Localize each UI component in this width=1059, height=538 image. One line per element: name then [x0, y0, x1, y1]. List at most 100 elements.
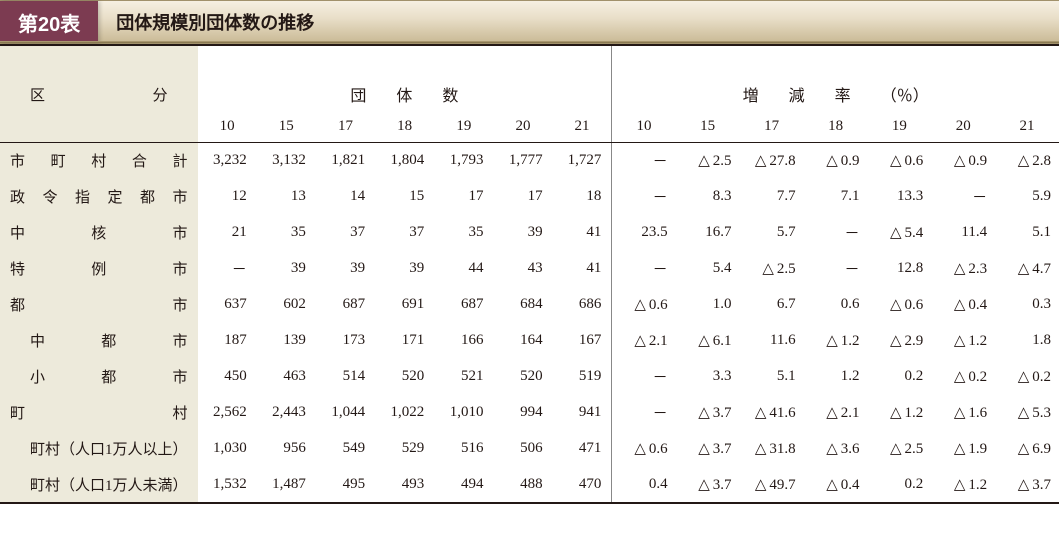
rate-cell: △27.8: [739, 143, 803, 179]
header-year: 19: [867, 110, 931, 143]
count-cell: 21: [198, 215, 257, 251]
count-cell: 520: [375, 359, 434, 395]
count-cell: 471: [553, 431, 612, 467]
header-years-row: 1015171819202110151718192021: [0, 110, 1059, 143]
rate-cell: －: [612, 179, 676, 215]
table-row: 中核市2135373735394123.516.75.7－△5.411.45.1: [0, 215, 1059, 251]
row-label: 町村: [0, 395, 198, 431]
table-row: 町村2,5622,4431,0441,0221,010994941－△3.7△4…: [0, 395, 1059, 431]
count-cell: 164: [493, 323, 552, 359]
header-year: 10: [612, 110, 676, 143]
rate-cell: △31.8: [739, 431, 803, 467]
data-table: 区 分 団体数 増減率（％） 1015171819202110151718192…: [0, 44, 1059, 504]
rate-cell: 0.2: [867, 359, 931, 395]
rate-cell: △0.4: [931, 287, 995, 323]
count-cell: 519: [553, 359, 612, 395]
rate-cell: 1.0: [676, 287, 740, 323]
rate-cell: －: [612, 359, 676, 395]
rate-cell: △2.8: [995, 143, 1059, 179]
count-cell: 39: [316, 251, 375, 287]
table-row: 町村（人口1万人未満）1,5321,4874954934944884700.4△…: [0, 467, 1059, 503]
rate-cell: △1.9: [931, 431, 995, 467]
row-label: 政令指定都市: [0, 179, 198, 215]
rate-cell: 7.7: [739, 179, 803, 215]
table-head: 区 分 団体数 増減率（％） 1015171819202110151718192…: [0, 45, 1059, 143]
rate-cell: 5.4: [676, 251, 740, 287]
count-cell: 494: [434, 467, 493, 503]
count-cell: 506: [493, 431, 552, 467]
rate-cell: △0.6: [867, 143, 931, 179]
rate-cell: △41.6: [739, 395, 803, 431]
count-cell: 687: [316, 287, 375, 323]
rate-cell: －: [612, 251, 676, 287]
count-cell: 1,487: [257, 467, 316, 503]
count-cell: 516: [434, 431, 493, 467]
rate-cell: 8.3: [676, 179, 740, 215]
rate-cell: △0.6: [612, 431, 676, 467]
count-cell: 1,793: [434, 143, 493, 179]
count-cell: 687: [434, 287, 493, 323]
count-cell: 17: [434, 179, 493, 215]
rate-cell: △0.9: [931, 143, 995, 179]
count-cell: 3,132: [257, 143, 316, 179]
rate-cell: 0.3: [995, 287, 1059, 323]
header-year: 21: [995, 110, 1059, 143]
row-label: 中核市: [0, 215, 198, 251]
count-cell: 602: [257, 287, 316, 323]
rate-cell: △3.7: [676, 395, 740, 431]
rate-cell: 16.7: [676, 215, 740, 251]
count-cell: 39: [493, 215, 552, 251]
rate-cell: △2.5: [676, 143, 740, 179]
header-year: 10: [198, 110, 257, 143]
count-cell: 1,727: [553, 143, 612, 179]
rate-cell: 5.1: [739, 359, 803, 395]
count-cell: 13: [257, 179, 316, 215]
title-bar: 第20表 団体規模別団体数の推移: [0, 0, 1059, 44]
rate-cell: △2.5: [739, 251, 803, 287]
count-cell: 495: [316, 467, 375, 503]
count-cell: 1,022: [375, 395, 434, 431]
row-label: 町村（人口1万人以上）: [0, 431, 198, 467]
rate-cell: 0.4: [612, 467, 676, 503]
rate-cell: △1.2: [867, 395, 931, 431]
count-cell: 941: [553, 395, 612, 431]
rate-cell: △6.9: [995, 431, 1059, 467]
rate-cell: △49.7: [739, 467, 803, 503]
rate-cell: △0.4: [804, 467, 868, 503]
count-cell: 637: [198, 287, 257, 323]
table-body: 市町村合計3,2323,1321,8211,8041,7931,7771,727…: [0, 143, 1059, 503]
table-row: 市町村合計3,2323,1321,8211,8041,7931,7771,727…: [0, 143, 1059, 179]
table-row: 中都市187139173171166164167△2.1△6.111.6△1.2…: [0, 323, 1059, 359]
count-cell: 1,044: [316, 395, 375, 431]
rate-cell: 6.7: [739, 287, 803, 323]
header-year: 20: [493, 110, 552, 143]
rate-cell: 5.7: [739, 215, 803, 251]
header-year: 15: [676, 110, 740, 143]
count-cell: －: [198, 251, 257, 287]
rate-cell: △0.9: [804, 143, 868, 179]
header-year: 18: [804, 110, 868, 143]
row-label: 市町村合計: [0, 143, 198, 179]
count-cell: 39: [257, 251, 316, 287]
table-row: 都市637602687691687684686△0.61.06.70.6△0.6…: [0, 287, 1059, 323]
rate-cell: △1.2: [931, 323, 995, 359]
rate-cell: 11.4: [931, 215, 995, 251]
count-cell: 14: [316, 179, 375, 215]
count-cell: 171: [375, 323, 434, 359]
rate-cell: 5.1: [995, 215, 1059, 251]
rate-cell: △5.3: [995, 395, 1059, 431]
rate-cell: －: [804, 251, 868, 287]
table-20-wrapper: 第20表 団体規模別団体数の推移 区 分 団体数: [0, 0, 1059, 504]
rate-cell: －: [931, 179, 995, 215]
count-cell: 3,232: [198, 143, 257, 179]
rate-cell: 1.2: [804, 359, 868, 395]
count-cell: 1,030: [198, 431, 257, 467]
rate-cell: △3.7: [676, 431, 740, 467]
count-cell: 39: [375, 251, 434, 287]
rate-cell: △1.2: [931, 467, 995, 503]
count-cell: 956: [257, 431, 316, 467]
count-cell: 450: [198, 359, 257, 395]
count-cell: 549: [316, 431, 375, 467]
rate-cell: △0.6: [867, 287, 931, 323]
count-cell: 1,010: [434, 395, 493, 431]
